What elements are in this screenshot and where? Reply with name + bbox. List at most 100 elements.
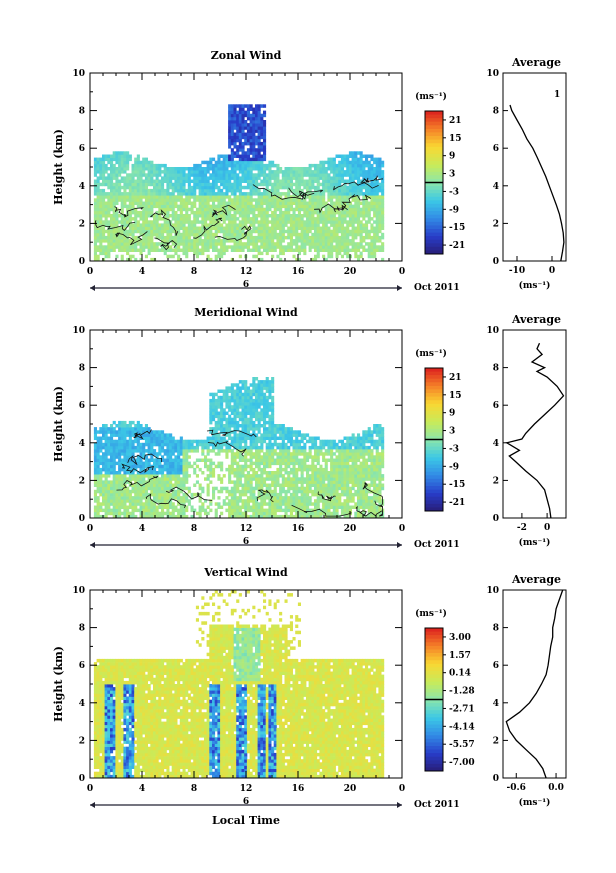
heatmap-cell [128, 474, 132, 478]
heatmap-cell [96, 436, 100, 440]
heatmap-cell [161, 248, 165, 252]
heatmap-cell [271, 204, 275, 209]
heatmap-cell [107, 427, 111, 431]
heatmap-cell [297, 226, 301, 230]
heatmap-cell [204, 210, 208, 215]
heatmap-cell [147, 477, 151, 481]
heatmap-cell [295, 217, 299, 221]
heatmap-cell [99, 217, 103, 221]
heatmap-cell [158, 163, 162, 168]
heatmap-cell [343, 179, 347, 183]
heatmap-cell [99, 427, 103, 431]
heatmap-cell [174, 223, 178, 227]
heatmap-cell [260, 160, 264, 165]
heatmap-cell [206, 467, 210, 472]
heatmap-cell [260, 145, 264, 149]
heatmap-cell [155, 163, 159, 168]
heatmap-cell [378, 207, 382, 212]
heatmap-cell [142, 464, 146, 469]
heatmap-cell [381, 176, 385, 180]
heatmap-cell [241, 455, 245, 459]
heatmap-cell [268, 220, 272, 224]
heatmap-cell [257, 113, 261, 118]
heatmap-cell [222, 176, 226, 180]
heatmap-cell [182, 502, 186, 506]
heatmap-cell [357, 254, 361, 259]
heatmap-cell [244, 502, 248, 506]
heatmap-cell [115, 433, 119, 437]
heatmap-cell [340, 217, 344, 221]
heatmap-cell [214, 245, 218, 249]
heatmap-cell [220, 182, 224, 187]
heatmap-cell [370, 204, 374, 209]
heatmap-cell [281, 179, 285, 183]
heatmap-cell [365, 223, 369, 227]
heatmap-cell [346, 251, 350, 256]
heatmap-cell [220, 486, 224, 491]
heatmap-cell [357, 217, 361, 221]
heatmap-cell [118, 477, 122, 481]
heatmap-cell [158, 505, 162, 509]
heatmap-cell [147, 188, 151, 193]
heatmap-cell [174, 176, 178, 180]
heatmap-cell [96, 195, 100, 199]
heatmap-cell [115, 508, 119, 513]
heatmap-cell [225, 411, 229, 415]
heatmap-cell [338, 188, 342, 193]
heatmap-cell [193, 220, 197, 224]
heatmap-cell [96, 210, 100, 215]
heatmap-cell [263, 135, 267, 140]
heatmap-cell [102, 232, 106, 237]
heatmap-cell [271, 163, 275, 168]
heatmap-cell [289, 167, 293, 171]
heatmap-cell [257, 195, 261, 199]
heatmap-cell [115, 188, 119, 193]
heatmap-cell [174, 464, 178, 469]
heatmap-cell [273, 176, 277, 180]
heatmap-cell [193, 467, 197, 472]
heatmap-cell [102, 176, 106, 180]
heatmap-cell [244, 176, 248, 180]
heatmap-cell [220, 176, 224, 180]
heatmap-cell [120, 163, 124, 168]
heatmap-cell [155, 436, 159, 440]
heatmap-cell [171, 204, 175, 209]
heatmap-cell [104, 452, 108, 456]
heatmap-cell [209, 402, 213, 406]
heatmap-cell [123, 477, 127, 481]
heatmap-cell [193, 235, 197, 240]
heatmap-cell [118, 192, 122, 196]
heatmap-cell [163, 511, 167, 516]
heatmap-cell [252, 380, 256, 384]
heatmap-cell [332, 179, 336, 183]
heatmap-cell [228, 123, 232, 127]
heatmap-cell [150, 445, 154, 450]
heatmap-cell [193, 214, 197, 218]
heatmap-cell [112, 245, 116, 249]
heatmap-cell [343, 207, 347, 212]
heatmap-cell [166, 185, 170, 190]
heatmap-cell [142, 514, 146, 519]
heatmap-cell [233, 383, 237, 387]
heatmap-cell [252, 110, 256, 115]
heatmap-cell [174, 185, 178, 190]
heatmap-cell [362, 192, 366, 196]
heatmap-cell [236, 179, 240, 183]
heatmap-cell [260, 198, 264, 202]
heatmap-cell [249, 120, 253, 124]
heatmap-cell [257, 436, 261, 440]
heatmap-cell [182, 483, 186, 487]
heatmap-cell [260, 226, 264, 230]
heatmap-cell [252, 405, 256, 409]
heatmap-cell [96, 496, 100, 500]
heatmap-cell [123, 176, 127, 180]
heatmap-cell [93, 170, 97, 174]
heatmap-cell [257, 424, 261, 428]
heatmap-cell [373, 157, 377, 162]
heatmap-cell [102, 464, 106, 469]
heatmap-cell [206, 185, 210, 190]
heatmap-cell [238, 245, 242, 249]
heatmap-cell [193, 461, 197, 466]
heatmap-cell [340, 226, 344, 230]
heatmap-cell [198, 207, 202, 212]
